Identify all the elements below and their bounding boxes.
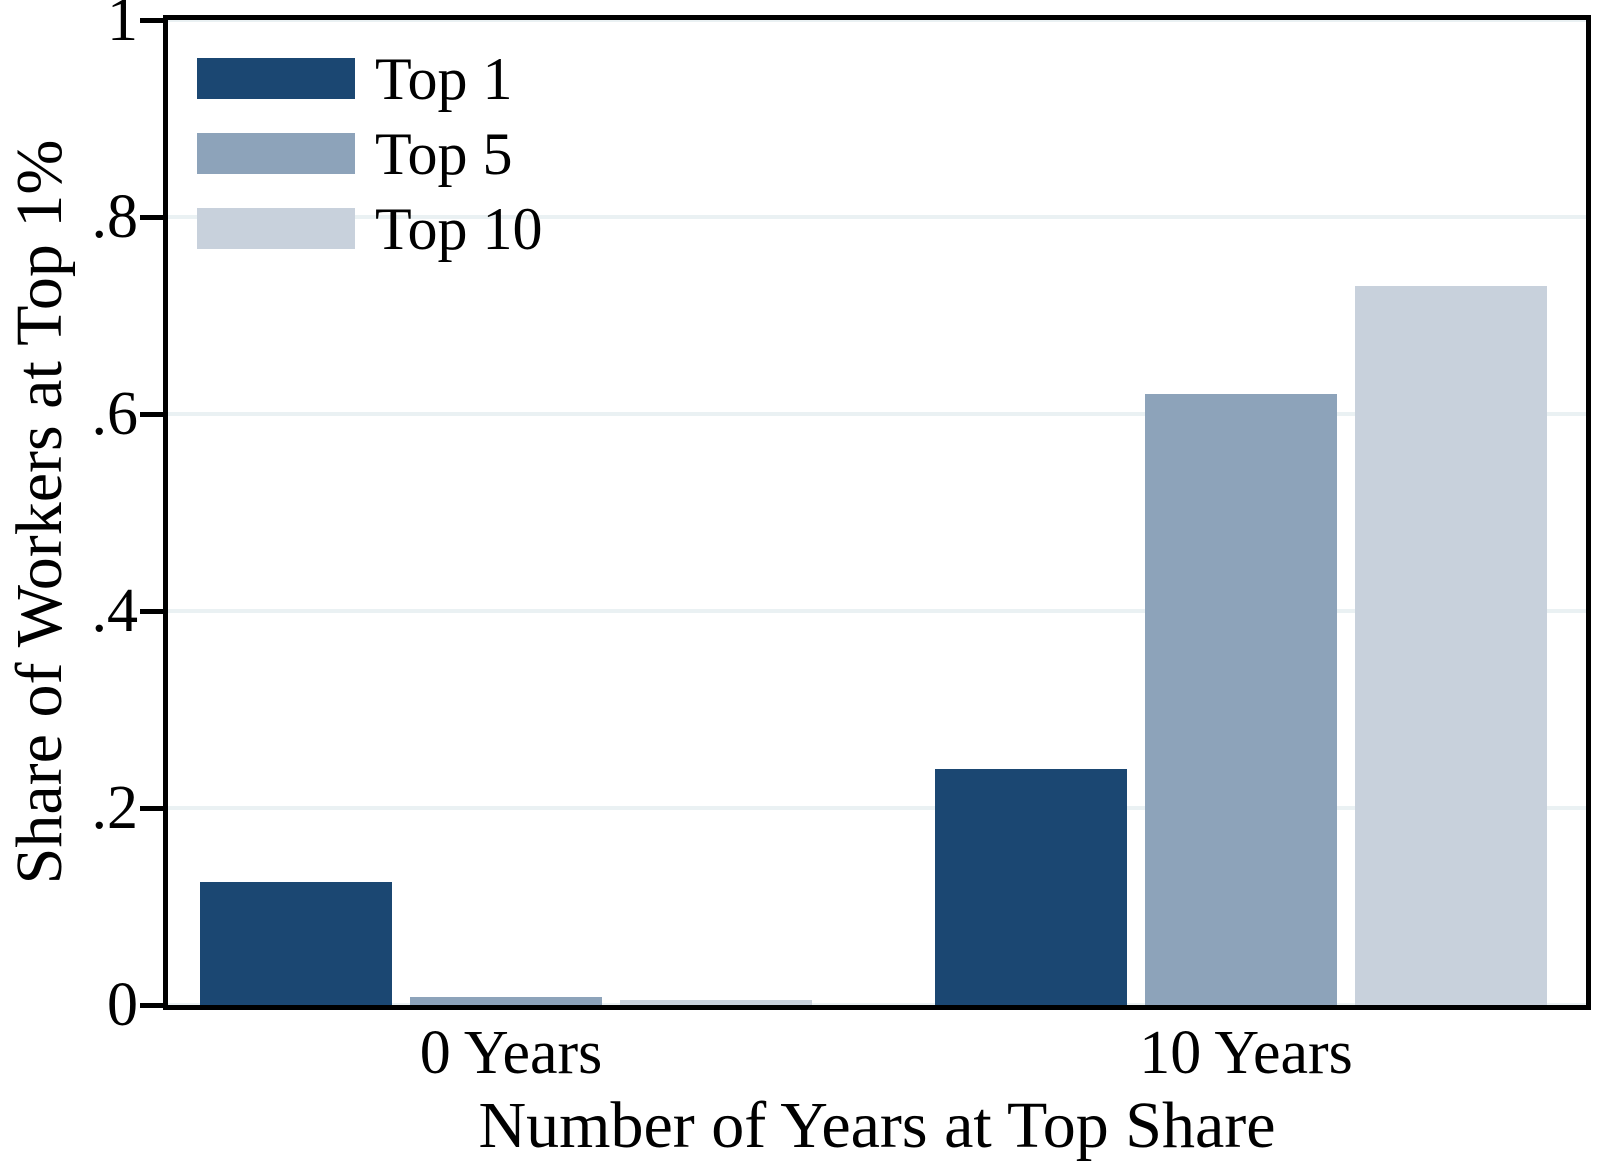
x-category-label-0-years: 0 Years	[419, 1019, 603, 1087]
legend-label-top-10: Top 10	[375, 195, 543, 262]
x-axis-title: Number of Years at Top Share	[478, 1089, 1276, 1162]
bar-top-1-0-years	[200, 881, 392, 1005]
plot-area: Top 1 Top 5 Top 10	[163, 15, 1591, 1010]
legend-label-top-1: Top 1	[375, 45, 513, 112]
y-tick-0.8	[140, 214, 163, 220]
y-tick-0.6	[140, 411, 163, 417]
y-tick-label-1: 1	[107, 0, 138, 54]
y-tick-1	[140, 17, 163, 23]
bar-top-10-0-years	[620, 1000, 812, 1005]
legend-swatch-top-5	[197, 133, 355, 174]
gridline-0.4	[168, 609, 1586, 613]
y-tick-0.4	[140, 608, 163, 614]
bar-top-5-10-years	[1145, 394, 1337, 1005]
legend-swatch-top-1	[197, 58, 355, 99]
y-tick-label-0.4: .4	[91, 577, 139, 645]
gridline-1	[168, 20, 1586, 22]
gridline-0.6	[168, 412, 1586, 416]
y-tick-label-0.2: .2	[91, 774, 139, 842]
y-tick-label-0.8: .8	[91, 183, 139, 251]
bar-top-1-10-years	[935, 768, 1127, 1005]
legend-swatch-top-10	[197, 208, 355, 249]
y-tick-label-0: 0	[107, 971, 138, 1039]
y-tick-label-0.6: .6	[91, 380, 139, 448]
gridline-0.2	[168, 806, 1586, 810]
gridline-0	[168, 1003, 1586, 1005]
bar-top-10-10-years	[1355, 285, 1547, 1005]
x-category-label-10-years: 10 Years	[1139, 1019, 1353, 1087]
gridline-0.8	[168, 215, 1586, 219]
y-tick-0	[140, 1002, 163, 1008]
bar-top-5-0-years	[410, 997, 602, 1005]
legend-label-top-5: Top 5	[375, 120, 513, 187]
y-tick-0.2	[140, 805, 163, 811]
